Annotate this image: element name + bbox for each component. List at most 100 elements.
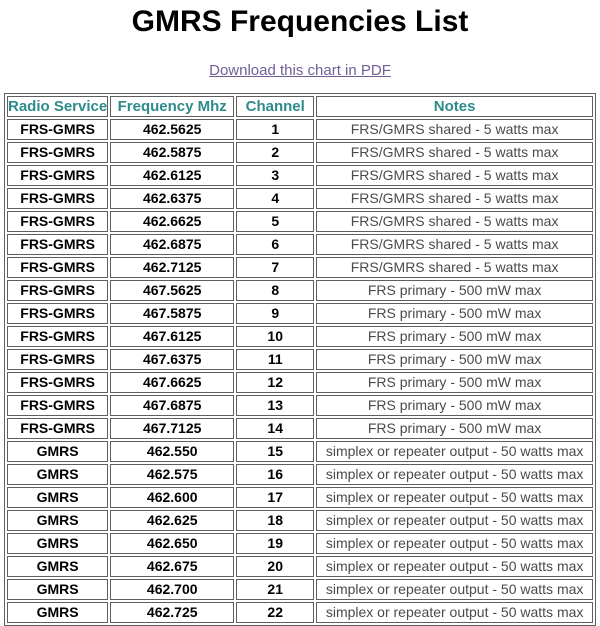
notes-cell: simplex or repeater output - 50 watts ma…: [316, 533, 593, 554]
notes-cell: FRS primary - 500 mW max: [316, 280, 593, 301]
channel-cell: 17: [236, 487, 315, 508]
table-row: FRS-GMRS 467.6625 12 FRS primary - 500 mW m…: [7, 372, 593, 393]
table-row: FRS-GMRS 462.6375 4 FRS/GMRS shared - 5 wat…: [7, 188, 593, 209]
channel-cell: 11: [236, 349, 315, 370]
frequency-cell: 462.6875: [110, 234, 235, 255]
gmrs-frequencies-table: Radio Service Frequency Mhz Channel Note…: [4, 93, 596, 626]
table-row: GMRS 462.600 17 simplex or repeater output …: [7, 487, 593, 508]
table-row: FRS-GMRS 462.5875 2 FRS/GMRS shared - 5 wat…: [7, 142, 593, 163]
channel-cell: 9: [236, 303, 315, 324]
channel-cell: 2: [236, 142, 315, 163]
channel-cell: 15: [236, 441, 315, 462]
radio-service-cell: FRS-GMRS: [7, 395, 109, 416]
frequency-cell: 467.6625: [110, 372, 235, 393]
frequency-cell: 467.5875: [110, 303, 235, 324]
table-row: GMRS 462.725 22 simplex or repeater output …: [7, 602, 593, 623]
table-row: GMRS 462.700 21 simplex or repeater output …: [7, 579, 593, 600]
radio-service-cell: GMRS: [7, 464, 109, 485]
frequency-cell: 462.575: [110, 464, 235, 485]
frequency-cell: 462.725: [110, 602, 235, 623]
frequency-cell: 462.550: [110, 441, 235, 462]
notes-cell: simplex or repeater output - 50 watts ma…: [316, 602, 593, 623]
notes-cell: FRS/GMRS shared - 5 watts max: [316, 188, 593, 209]
download-link-container: Download this chart in PDF: [0, 62, 600, 80]
radio-service-cell: FRS-GMRS: [7, 349, 109, 370]
radio-service-cell: GMRS: [7, 510, 109, 531]
column-header-radio-service: Radio Service: [7, 96, 109, 117]
table-row: GMRS 462.675 20 simplex or repeater output …: [7, 556, 593, 577]
radio-service-cell: GMRS: [7, 556, 109, 577]
channel-cell: 10: [236, 326, 315, 347]
radio-service-cell: FRS-GMRS: [7, 234, 109, 255]
notes-cell: simplex or repeater output - 50 watts ma…: [316, 579, 593, 600]
channel-cell: 5: [236, 211, 315, 232]
table-row: FRS-GMRS 467.6375 11 FRS primary - 500 mW m…: [7, 349, 593, 370]
table-row: GMRS 462.550 15 simplex or repeater output …: [7, 441, 593, 462]
radio-service-cell: FRS-GMRS: [7, 142, 109, 163]
column-header-channel: Channel: [236, 96, 315, 117]
notes-cell: FRS/GMRS shared - 5 watts max: [316, 234, 593, 255]
frequency-cell: 467.5625: [110, 280, 235, 301]
notes-cell: simplex or repeater output - 50 watts ma…: [316, 487, 593, 508]
table-row: FRS-GMRS 462.6125 3 FRS/GMRS shared - 5 wat…: [7, 165, 593, 186]
frequency-cell: 462.6375: [110, 188, 235, 209]
notes-cell: simplex or repeater output - 50 watts ma…: [316, 464, 593, 485]
notes-cell: FRS/GMRS shared - 5 watts max: [316, 119, 593, 140]
frequency-cell: 462.700: [110, 579, 235, 600]
notes-cell: simplex or repeater output - 50 watts ma…: [316, 441, 593, 462]
notes-cell: FRS/GMRS shared - 5 watts max: [316, 257, 593, 278]
frequency-cell: 462.5875: [110, 142, 235, 163]
channel-cell: 4: [236, 188, 315, 209]
channel-cell: 13: [236, 395, 315, 416]
notes-cell: FRS primary - 500 mW max: [316, 372, 593, 393]
radio-service-cell: FRS-GMRS: [7, 372, 109, 393]
table-row: FRS-GMRS 467.7125 14 FRS primary - 500 mW m…: [7, 418, 593, 439]
channel-cell: 14: [236, 418, 315, 439]
table-row: GMRS 462.575 16 simplex or repeater output …: [7, 464, 593, 485]
radio-service-cell: GMRS: [7, 602, 109, 623]
frequency-cell: 467.7125: [110, 418, 235, 439]
radio-service-cell: GMRS: [7, 533, 109, 554]
table-header-row: Radio Service Frequency Mhz Channel Note…: [7, 96, 593, 117]
table-row: FRS-GMRS 467.5625 8 FRS primary - 500 mW ma…: [7, 280, 593, 301]
download-pdf-link[interactable]: Download this chart in PDF: [209, 62, 391, 79]
notes-cell: FRS/GMRS shared - 5 watts max: [316, 211, 593, 232]
notes-cell: FRS primary - 500 mW max: [316, 418, 593, 439]
radio-service-cell: GMRS: [7, 441, 109, 462]
frequency-cell: 462.650: [110, 533, 235, 554]
frequency-cell: 467.6125: [110, 326, 235, 347]
radio-service-cell: FRS-GMRS: [7, 303, 109, 324]
radio-service-cell: FRS-GMRS: [7, 257, 109, 278]
notes-cell: FRS primary - 500 mW max: [316, 349, 593, 370]
frequency-cell: 462.675: [110, 556, 235, 577]
notes-cell: FRS primary - 500 mW max: [316, 395, 593, 416]
table-row: FRS-GMRS 467.6875 13 FRS primary - 500 mW m…: [7, 395, 593, 416]
frequency-cell: 462.6625: [110, 211, 235, 232]
notes-cell: simplex or repeater output - 50 watts ma…: [316, 510, 593, 531]
radio-service-cell: FRS-GMRS: [7, 165, 109, 186]
table-body: FRS-GMRS 462.5625 1 FRS/GMRS shared - 5 wat…: [7, 119, 593, 623]
table-row: FRS-GMRS 462.7125 7 FRS/GMRS shared - 5 wat…: [7, 257, 593, 278]
channel-cell: 19: [236, 533, 315, 554]
frequency-cell: 462.7125: [110, 257, 235, 278]
frequency-cell: 462.6125: [110, 165, 235, 186]
column-header-frequency-mhz: Frequency Mhz: [110, 96, 235, 117]
channel-cell: 7: [236, 257, 315, 278]
frequency-cell: 467.6375: [110, 349, 235, 370]
radio-service-cell: FRS-GMRS: [7, 188, 109, 209]
table-row: FRS-GMRS 467.5875 9 FRS primary - 500 mW ma…: [7, 303, 593, 324]
frequency-cell: 462.600: [110, 487, 235, 508]
channel-cell: 16: [236, 464, 315, 485]
frequency-cell: 462.625: [110, 510, 235, 531]
channel-cell: 20: [236, 556, 315, 577]
channel-cell: 8: [236, 280, 315, 301]
notes-cell: FRS primary - 500 mW max: [316, 326, 593, 347]
notes-cell: FRS/GMRS shared - 5 watts max: [316, 142, 593, 163]
column-header-notes: Notes: [316, 96, 593, 117]
radio-service-cell: GMRS: [7, 487, 109, 508]
radio-service-cell: FRS-GMRS: [7, 418, 109, 439]
frequency-cell: 467.6875: [110, 395, 235, 416]
page-title: GMRS Frequencies List: [131, 5, 469, 38]
radio-service-cell: FRS-GMRS: [7, 326, 109, 347]
radio-service-cell: FRS-GMRS: [7, 119, 109, 140]
